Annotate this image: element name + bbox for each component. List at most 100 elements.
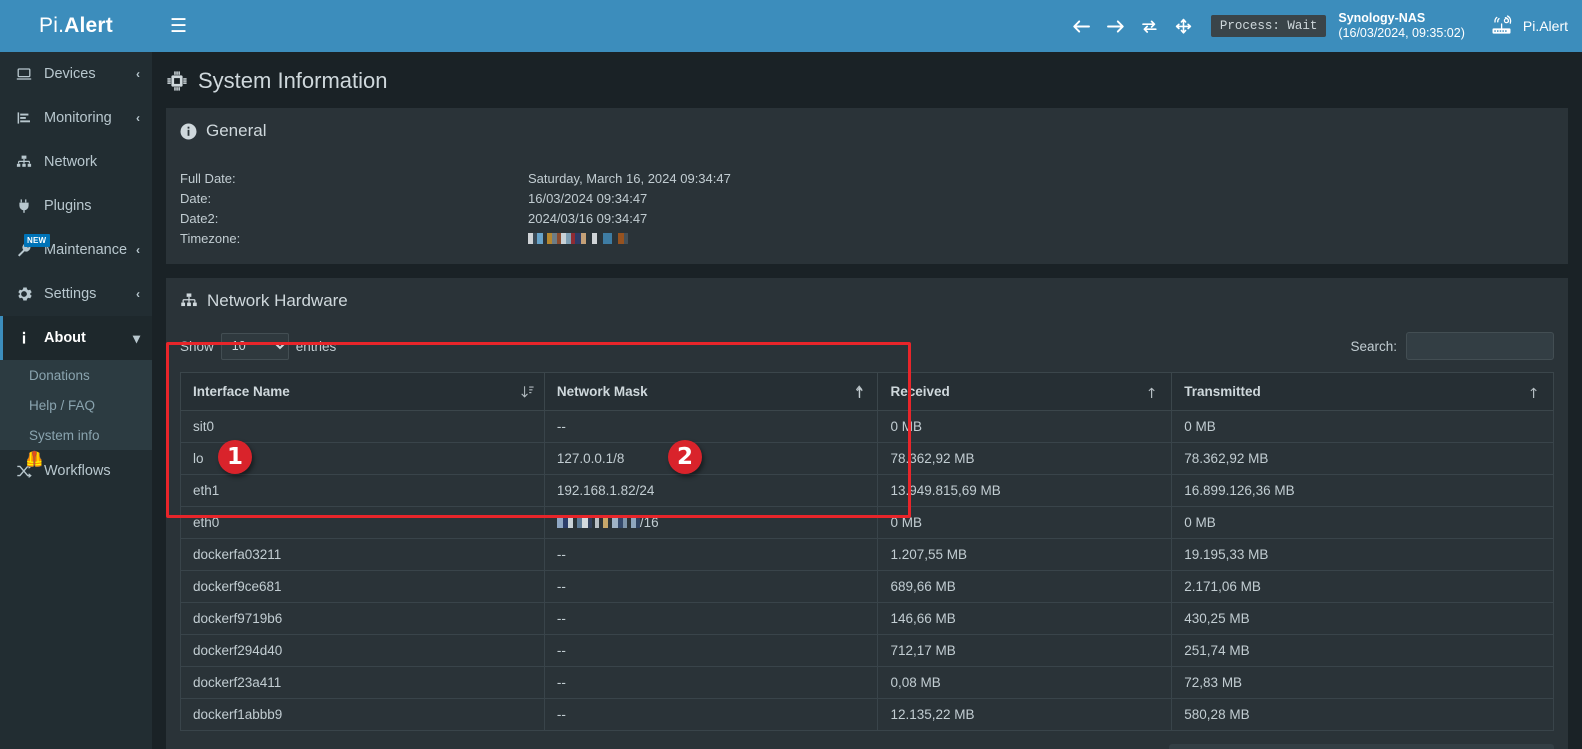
entries-label: entries bbox=[295, 338, 337, 354]
network-hardware-box-body: Show 10 25 50 100 entries Search: bbox=[166, 320, 1568, 749]
general-box: General Full Date: Saturday, March 16, 2… bbox=[166, 108, 1568, 264]
table-row[interactable]: eth0 /16 0 MB 0 MB bbox=[180, 506, 1554, 539]
sidebar-item-settings[interactable]: Settings ‹ bbox=[0, 272, 152, 316]
host-time: (16/03/2024, 09:35:02) bbox=[1338, 26, 1465, 40]
laptop-icon bbox=[16, 66, 40, 82]
cell-transmitted: 580,28 MB bbox=[1171, 698, 1554, 731]
network-hardware-box: Network Hardware Show 10 25 50 100 bbox=[166, 278, 1568, 749]
general-value: Saturday, March 16, 2024 09:34:47 bbox=[528, 170, 731, 186]
cell-received: 13.949.815,69 MB bbox=[877, 474, 1173, 507]
column-header-interface-name[interactable]: Interface Name bbox=[180, 372, 545, 411]
annotation-marker-label: 1 bbox=[226, 444, 243, 470]
sidebar-item-devices[interactable]: Devices ‹ bbox=[0, 52, 152, 96]
sidebar-subnav-about: Donations Help / FAQ System info bbox=[0, 360, 152, 450]
cell-interface: dockerf23a411 bbox=[180, 666, 545, 699]
cell-mask: -- bbox=[543, 634, 879, 667]
shuffle-icon: 🦺 bbox=[16, 452, 44, 479]
cell-received: 78.362,92 MB bbox=[877, 442, 1173, 475]
pagination: Previous 1 2 3 4 5 … 8 Next bbox=[1169, 744, 1554, 749]
chevron-left-icon: ‹ bbox=[136, 243, 140, 257]
sidebar-item-workflows[interactable]: 🦺 Workflows bbox=[0, 450, 152, 492]
table-row[interactable]: lo 127.0.0.1/8 78.362,92 MB 78.362,92 MB bbox=[180, 442, 1554, 475]
column-header-network-mask[interactable]: Network Mask bbox=[543, 372, 879, 411]
sidebar-item-label: Settings bbox=[44, 286, 97, 302]
annotation-marker-1: 1 bbox=[218, 440, 252, 474]
sort-desc-icon bbox=[521, 385, 534, 399]
table-row[interactable]: dockerfa03211 -- 1.207,55 MB 19.195,33 M… bbox=[180, 538, 1554, 571]
sitemap-icon bbox=[180, 292, 198, 310]
arrow-right-icon[interactable] bbox=[1099, 18, 1133, 35]
sidebar-item-label: Plugins bbox=[44, 198, 92, 214]
datatable-controls: Show 10 25 50 100 entries Search: bbox=[180, 328, 1554, 372]
table-row[interactable]: dockerf9719b6 -- 146,66 MB 430,25 MB bbox=[180, 602, 1554, 635]
safety-vest-icon: 🦺 bbox=[25, 451, 44, 468]
user-menu[interactable]: Pi.Alert bbox=[1471, 15, 1568, 37]
entries-length-control: Show 10 25 50 100 entries bbox=[180, 332, 337, 360]
sidebar-subitem-label: Donations bbox=[29, 367, 90, 383]
pagination-ellipsis: … bbox=[1421, 744, 1461, 749]
sidebar-subitem-system-info[interactable]: System info bbox=[0, 420, 152, 450]
table-row[interactable]: sit0 -- 0 MB 0 MB bbox=[180, 410, 1554, 443]
sidebar-subitem-help-faq[interactable]: Help / FAQ bbox=[0, 390, 152, 420]
table-header-row: Interface Name Network Mask bbox=[180, 372, 1554, 411]
cell-interface: dockerf9ce681 bbox=[180, 570, 545, 603]
general-box-body: Full Date: Saturday, March 16, 2024 09:3… bbox=[166, 150, 1568, 264]
pagination-previous[interactable]: Previous bbox=[1169, 744, 1254, 749]
search-label: Search: bbox=[1350, 338, 1397, 354]
refresh-icon[interactable] bbox=[1133, 18, 1167, 35]
arrow-left-icon[interactable] bbox=[1065, 18, 1099, 35]
search-input[interactable] bbox=[1406, 332, 1554, 360]
pagination-page-8[interactable]: 8 bbox=[1461, 744, 1495, 749]
chevron-left-icon: ‹ bbox=[136, 67, 140, 81]
annotation-marker-label: 2 bbox=[676, 444, 693, 470]
wrench-icon: NEW bbox=[16, 234, 51, 258]
pagination-page-2[interactable]: 2 bbox=[1287, 744, 1321, 749]
pagination-page-1[interactable]: 1 bbox=[1254, 744, 1288, 749]
cell-interface: eth1 bbox=[180, 474, 545, 507]
table-row[interactable]: dockerf9ce681 -- 689,66 MB 2.171,06 MB bbox=[180, 570, 1554, 603]
arrows-move-icon[interactable] bbox=[1167, 18, 1201, 35]
sidebar-item-about[interactable]: About ▾ bbox=[0, 316, 152, 360]
table-row[interactable]: dockerf294d40 -- 712,17 MB 251,74 MB bbox=[180, 634, 1554, 667]
cell-mask-suffix: /16 bbox=[639, 515, 659, 530]
cell-interface: eth0 bbox=[180, 506, 545, 539]
cell-mask: -- bbox=[543, 602, 879, 635]
sidebar-item-monitoring[interactable]: Monitoring ‹ bbox=[0, 96, 152, 140]
general-table: Full Date: Saturday, March 16, 2024 09:3… bbox=[180, 168, 731, 248]
network-hardware-box-title: Network Hardware bbox=[207, 291, 348, 310]
cell-interface: sit0 bbox=[180, 410, 545, 443]
general-box-title: General bbox=[206, 121, 267, 140]
table-head: Interface Name Network Mask bbox=[180, 372, 1554, 411]
table-row[interactable]: eth1 192.168.1.82/24 13.949.815,69 MB 16… bbox=[180, 474, 1554, 507]
general-key: Full Date: bbox=[180, 170, 236, 186]
general-box-header: General bbox=[166, 108, 1568, 150]
entries-length-select[interactable]: 10 25 50 100 bbox=[220, 332, 289, 360]
chart-bar-icon bbox=[16, 110, 40, 126]
cell-mask: -- bbox=[543, 410, 879, 443]
sidebar-item-plugins[interactable]: Plugins bbox=[0, 184, 152, 228]
sidebar-item-maintenance[interactable]: NEW Maintenance ‹ bbox=[0, 228, 152, 272]
table-body: sit0 -- 0 MB 0 MB lo 127.0.0.1/8 78.362,… bbox=[180, 410, 1554, 731]
cell-received: 146,66 MB bbox=[877, 602, 1173, 635]
table-row[interactable]: dockerf23a411 -- 0,08 MB 72,83 MB bbox=[180, 666, 1554, 699]
sidebar-item-network[interactable]: Network bbox=[0, 140, 152, 184]
pagination-page-3[interactable]: 3 bbox=[1321, 744, 1355, 749]
pagination-next[interactable]: Next bbox=[1494, 744, 1554, 749]
brand-prefix: Pi. bbox=[39, 14, 65, 37]
cell-interface: dockerfa03211 bbox=[180, 538, 545, 571]
new-badge: NEW bbox=[24, 234, 51, 247]
pagination-page-5[interactable]: 5 bbox=[1388, 744, 1422, 749]
table-row[interactable]: dockerf1abbb9 -- 12.135,22 MB 580,28 MB bbox=[180, 698, 1554, 731]
cell-interface: dockerf9719b6 bbox=[180, 602, 545, 635]
column-header-transmitted[interactable]: Transmitted bbox=[1171, 372, 1554, 411]
pagination-page-4[interactable]: 4 bbox=[1354, 744, 1388, 749]
hamburger-icon[interactable]: ☰ bbox=[170, 15, 188, 37]
cell-received: 689,66 MB bbox=[877, 570, 1173, 603]
sidebar-subitem-donations[interactable]: Donations bbox=[0, 360, 152, 390]
column-header-received[interactable]: Received bbox=[877, 372, 1173, 411]
cell-interface: dockerf1abbb9 bbox=[180, 698, 545, 731]
cell-transmitted: 16.899.126,36 MB bbox=[1171, 474, 1554, 507]
sidebar-subitem-label: Help / FAQ bbox=[29, 397, 96, 413]
redacted-pixels bbox=[528, 232, 628, 244]
brand-logo[interactable]: Pi. Alert bbox=[0, 0, 152, 52]
